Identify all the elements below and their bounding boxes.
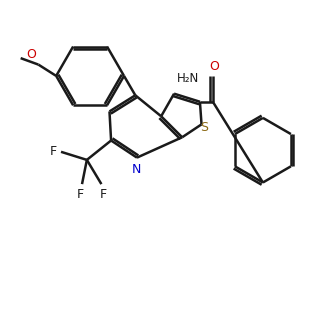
Text: O: O bbox=[209, 60, 219, 73]
Text: F: F bbox=[50, 145, 57, 158]
Text: H₂N: H₂N bbox=[177, 72, 200, 85]
Text: S: S bbox=[200, 121, 208, 134]
Text: N: N bbox=[131, 163, 141, 176]
Text: O: O bbox=[26, 48, 36, 61]
Text: F: F bbox=[100, 188, 107, 201]
Text: F: F bbox=[77, 188, 84, 201]
